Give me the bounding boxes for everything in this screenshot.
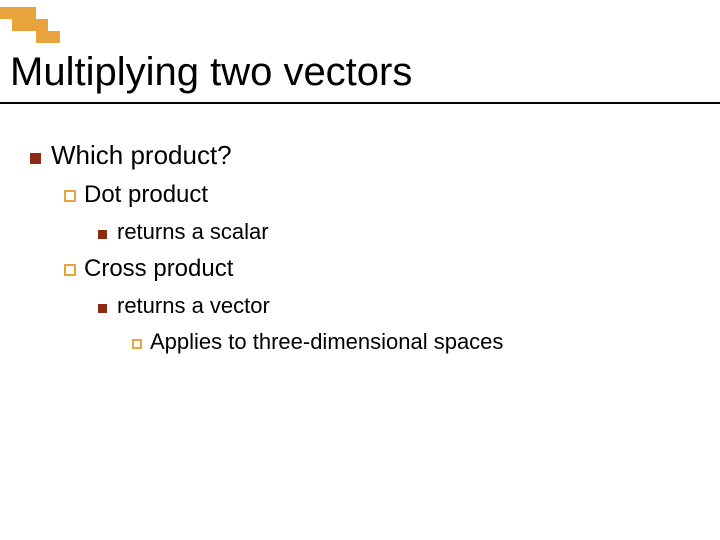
bullet-text: Which product? [51, 140, 232, 171]
square-bullet-icon [98, 230, 107, 239]
content-area: Which product? Dot product returns a sca… [30, 140, 503, 365]
square-bullet-icon [30, 153, 41, 164]
deco-cell [36, 19, 48, 31]
deco-cell [36, 31, 48, 43]
slide-title: Multiplying two vectors [10, 50, 412, 95]
bullet-level4: Applies to three-dimensional spaces [132, 329, 503, 355]
square-bullet-icon [98, 304, 107, 313]
slide: { "colors": { "orange": "#e8a33d", "dark… [0, 0, 720, 540]
bullet-text: returns a scalar [117, 219, 269, 245]
bullet-level2: Cross product [64, 255, 503, 283]
bullet-text: returns a vector [117, 293, 270, 319]
deco-cell [0, 7, 12, 19]
outline-square-bullet-icon [132, 339, 142, 349]
deco-cell [24, 7, 36, 19]
deco-cell [48, 31, 60, 43]
deco-cell [24, 19, 36, 31]
outline-square-bullet-icon [64, 190, 76, 202]
deco-cell [12, 7, 24, 19]
bullet-text: Cross product [84, 255, 233, 283]
title-rule [0, 102, 720, 104]
bullet-level2: Dot product [64, 181, 503, 209]
bullet-level1: Which product? [30, 140, 503, 171]
bullet-text: Applies to three-dimensional spaces [150, 329, 503, 355]
outline-square-bullet-icon [64, 264, 76, 276]
bullet-level3: returns a scalar [98, 219, 503, 245]
bullet-text: Dot product [84, 181, 208, 209]
deco-cell [12, 19, 24, 31]
bullet-level3: returns a vector [98, 293, 503, 319]
